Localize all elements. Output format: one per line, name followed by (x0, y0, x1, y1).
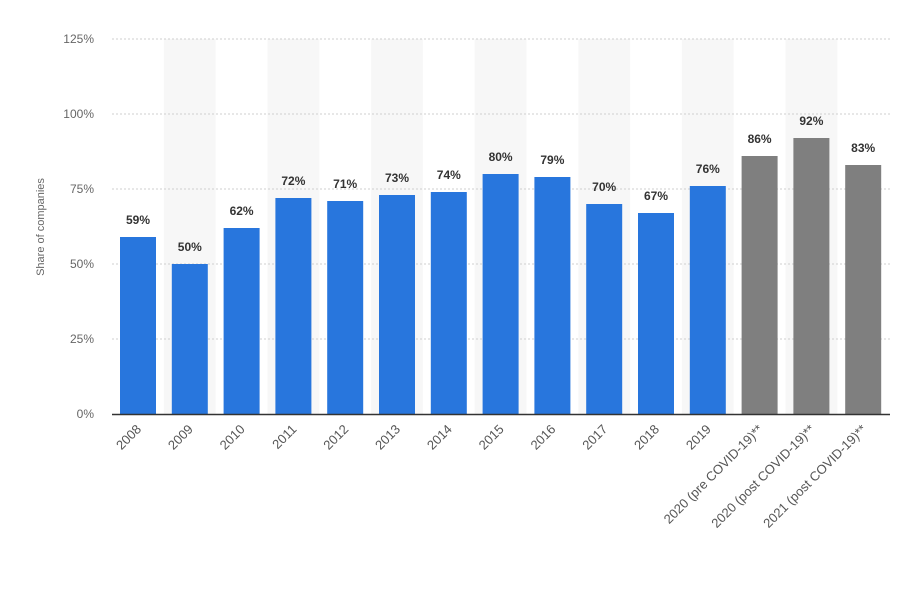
data-label: 83% (851, 141, 875, 155)
x-tick-label: 2021 (post COVID-19)** (760, 422, 869, 531)
x-tick-label: 2018 (631, 422, 662, 453)
data-label: 92% (799, 114, 823, 128)
y-tick-label: 0% (77, 407, 95, 421)
y-tick-label: 75% (70, 182, 94, 196)
bar (482, 174, 519, 414)
data-label: 62% (230, 204, 254, 218)
data-label: 79% (540, 153, 564, 167)
bar (430, 192, 467, 414)
x-tick-label: 2009 (165, 422, 196, 453)
y-tick-label: 25% (70, 332, 94, 346)
x-tick-label: 2011 (269, 422, 299, 452)
bar (120, 237, 156, 414)
x-tick-label: 2019 (683, 422, 714, 453)
data-label: 74% (437, 168, 461, 182)
bar (379, 195, 415, 414)
x-tick-label: 2020 (post COVID-19)** (708, 422, 817, 531)
bar (171, 264, 208, 414)
data-label: 76% (696, 162, 720, 176)
data-labels: 59% 50% 62% 72% 71% 73% 74% 80% 79% 70% 67% 76% 86% 9… (126, 114, 876, 254)
bar (741, 156, 778, 414)
data-label: 73% (385, 171, 409, 185)
data-label: 72% (281, 174, 305, 188)
data-label: 59% (126, 213, 150, 227)
bars (120, 138, 882, 414)
bar (275, 198, 312, 414)
x-axis-labels: 2008 2009 2010 2011 2012 2013 2014 2015 2016 2017… (113, 422, 869, 531)
bar (638, 213, 674, 414)
x-tick-label: 2008 (113, 422, 144, 453)
x-tick-label: 2016 (527, 422, 558, 453)
x-tick-label: 2012 (320, 422, 351, 453)
data-label: 80% (489, 150, 513, 164)
bar (689, 186, 726, 414)
x-tick-label: 2014 (424, 422, 455, 453)
bar (534, 177, 571, 414)
y-tick-label: 125% (63, 32, 94, 46)
y-tick-label: 100% (63, 107, 94, 121)
x-tick-label: 2013 (372, 422, 403, 453)
data-label: 70% (592, 180, 616, 194)
data-label: 67% (644, 189, 668, 203)
data-label: 50% (178, 240, 202, 254)
bar (327, 201, 364, 414)
bar (793, 138, 830, 414)
data-label: 86% (748, 132, 772, 146)
x-tick-label: 2020 (pre COVID-19)** (661, 422, 766, 527)
bar (586, 204, 623, 414)
x-tick-label: 2010 (217, 422, 248, 453)
bar (223, 228, 260, 414)
x-tick-label: 2015 (476, 422, 507, 453)
y-axis-title: Share of companies (35, 178, 47, 276)
y-axis-ticks: 0% 25% 50% 75% 100% 125% (63, 32, 94, 421)
bar (845, 165, 882, 414)
y-tick-label: 50% (70, 257, 94, 271)
data-label: 71% (333, 177, 357, 191)
x-tick-label: 2017 (579, 422, 610, 453)
